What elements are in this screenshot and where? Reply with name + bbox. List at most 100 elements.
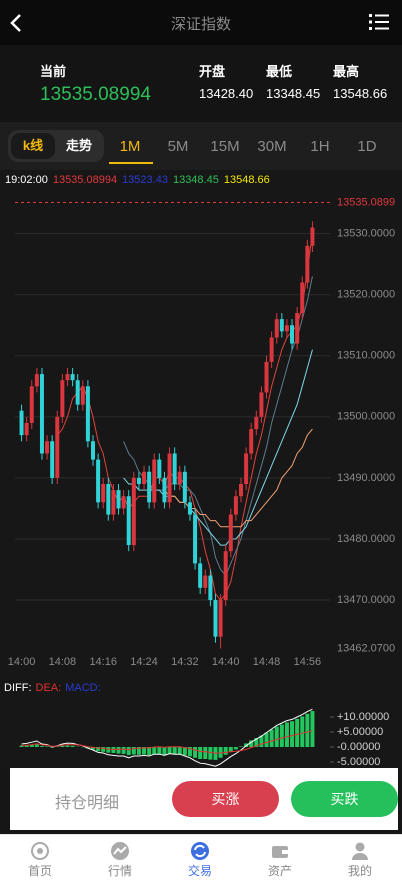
y-tick-label: -0.00000 (337, 741, 380, 753)
macd-bar (295, 719, 299, 747)
candle-body (147, 472, 151, 503)
candle-body (25, 423, 29, 435)
y-tick-label: 13500.0000 (337, 411, 395, 423)
nav-item[interactable]: 我的 (320, 835, 400, 886)
candle-body (111, 490, 115, 514)
macd-bar (208, 747, 212, 760)
candle-body (45, 441, 49, 453)
y-tick-label: -5.00000 (337, 756, 380, 768)
candle-body (132, 478, 136, 545)
nav-item[interactable]: 行情 (80, 835, 160, 886)
macd-bar (234, 747, 238, 749)
nav-label: 行情 (80, 862, 160, 879)
candle-body (50, 441, 54, 478)
candle-body (162, 478, 166, 502)
current-price-label: 13535.0899 (337, 196, 395, 208)
mode-tab[interactable]: k线 (11, 133, 55, 159)
macd-bar (71, 746, 75, 747)
candle-body (117, 490, 121, 508)
buy-down-button[interactable]: 买跌 (291, 781, 398, 817)
period-tab[interactable]: 5M (155, 138, 201, 155)
candle-body (30, 386, 34, 423)
current-price: 13535.08994 (40, 84, 151, 106)
period-tab[interactable]: 1H (297, 138, 343, 155)
positions-link[interactable]: 持仓明细 (55, 789, 119, 813)
legend-item: 19:02:00 (5, 174, 48, 186)
candle-body (305, 246, 309, 283)
macd-bar (106, 747, 110, 753)
macd-bar (193, 747, 197, 758)
candle-body (208, 576, 212, 600)
nav-item[interactable]: 资产 (240, 835, 320, 886)
y-min-label: 13462.0700 (337, 642, 395, 654)
macd-bar (270, 730, 274, 747)
macd-bar (203, 747, 207, 759)
candle-body (265, 362, 269, 393)
candle-body (127, 496, 131, 545)
active-underline (109, 162, 153, 164)
y-tick-label: 13490.0000 (337, 472, 395, 484)
legend-item: MACD: (65, 682, 100, 694)
macd-bar (117, 747, 121, 754)
macd-bar (157, 747, 161, 755)
candle-body (91, 441, 95, 459)
legend-item: DEA: (36, 682, 62, 694)
x-tick-label: 14:24 (130, 656, 158, 668)
open-label: 开盘 (199, 61, 225, 80)
legend-item: 13548.66 (224, 174, 270, 186)
buy-up-button[interactable]: 买涨 (172, 781, 279, 817)
nav-item[interactable]: 交易 (160, 835, 240, 886)
candle-body (275, 319, 279, 337)
bottom-nav: 首页 行情 交易 资产 我的 (0, 834, 402, 886)
candle-body (55, 417, 59, 478)
legend-item: 13348.45 (173, 174, 219, 186)
nav-icon (190, 841, 210, 861)
macd-bar (224, 747, 228, 755)
x-tick-label: 14:00 (8, 656, 36, 668)
quote-panel: 当前 13535.08994 开盘 13428.40 最低 13348.45 最… (0, 45, 402, 122)
candle-body (244, 453, 248, 484)
candle-body (203, 576, 207, 588)
period-tab[interactable]: 15M (202, 138, 248, 155)
candle-body (300, 282, 304, 313)
x-tick-label: 14:48 (253, 656, 281, 668)
candle-body (81, 386, 85, 404)
candle-body (234, 496, 238, 514)
candle-body (290, 325, 294, 343)
mode-tab[interactable]: 走势 (57, 133, 101, 159)
legend-item: 13523.43 (122, 174, 168, 186)
macd-bar (198, 747, 202, 759)
menu-button[interactable] (369, 13, 389, 31)
candle-body (96, 460, 100, 503)
y-tick-label: 13510.0000 (337, 350, 395, 362)
y-tick-label: 13470.0000 (337, 594, 395, 606)
y-tick-label: +5.00000 (337, 726, 383, 738)
x-tick-label: 14:08 (49, 656, 77, 668)
macd-bar (305, 714, 309, 747)
macd-bar (239, 746, 243, 747)
nav-icon (350, 841, 370, 861)
candle-body (157, 460, 161, 478)
candle-body (280, 319, 284, 331)
candle-body (254, 417, 258, 429)
candle-body (152, 460, 156, 503)
macd-bar (111, 747, 115, 753)
macd-bar (122, 747, 126, 754)
candle-body (183, 472, 187, 503)
low-label: 最低 (266, 61, 292, 80)
nav-item[interactable]: 首页 (0, 835, 80, 886)
candle-body (219, 600, 223, 637)
open-value: 13428.40 (199, 86, 253, 101)
period-tab[interactable]: 30M (249, 138, 295, 155)
period-tab[interactable]: 1M (107, 138, 153, 155)
macd-bar (280, 725, 284, 748)
candle-body (101, 484, 105, 502)
candle-body (65, 374, 69, 380)
trade-bar: 持仓明细 买涨 买跌 (10, 768, 398, 830)
macd-bar (168, 747, 172, 754)
nav-label: 资产 (240, 862, 320, 879)
macd-bar (127, 747, 131, 755)
x-tick-label: 14:16 (89, 656, 117, 668)
period-tab[interactable]: 1D (344, 138, 390, 155)
